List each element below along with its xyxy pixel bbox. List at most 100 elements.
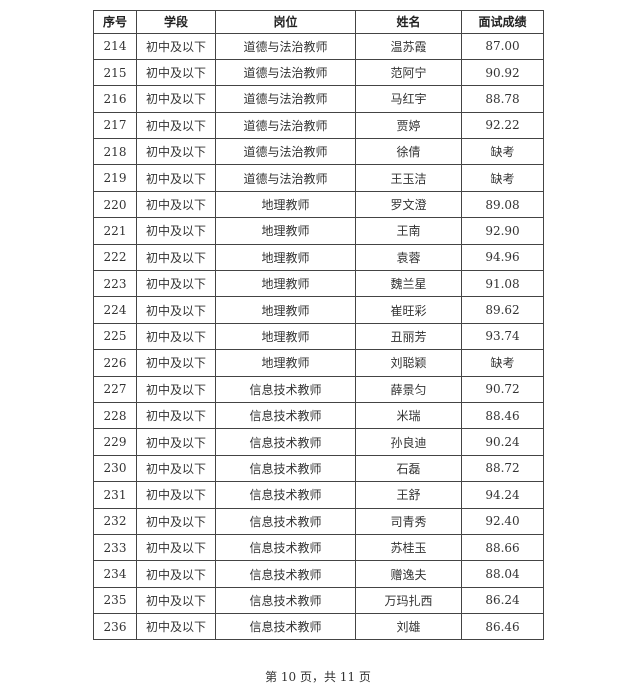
cell-col-name: 徐倩 xyxy=(355,138,462,166)
cell-col-stage: 初中及以下 xyxy=(136,217,216,245)
cell-col-stage: 初中及以下 xyxy=(136,481,216,509)
cell-col-index: 219 xyxy=(93,164,137,192)
cell-col-name: 王南 xyxy=(355,217,462,245)
cell-col-score: 91.08 xyxy=(461,270,544,298)
cell-col-name: 薛景匀 xyxy=(355,375,462,403)
cell-col-name: 贾婷 xyxy=(355,111,462,140)
cell-col-name: 米瑞 xyxy=(355,401,462,430)
cell-col-position: 地理教师 xyxy=(215,349,356,377)
cell-col-score: 88.78 xyxy=(461,85,544,113)
cell-col-stage: 初中及以下 xyxy=(136,164,216,192)
cell-col-index: 230 xyxy=(93,454,137,483)
table-row: 214 初中及以下 道德与法治教师 温苏霞 87.00 xyxy=(93,32,544,60)
cell-col-stage: 初中及以下 xyxy=(136,296,216,324)
cell-col-index: 217 xyxy=(93,111,137,140)
page-footer: 第 10 页，共 11 页 xyxy=(265,670,371,684)
table-row: 226 初中及以下 地理教师 刘聪颖 缺考 xyxy=(93,349,544,377)
table-row: 233 初中及以下 信息技术教师 苏桂玉 88.66 xyxy=(93,533,544,562)
cell-col-name: 司青秀 xyxy=(355,507,462,535)
cell-col-score: 缺考 xyxy=(461,138,544,166)
cell-col-index: 221 xyxy=(93,217,137,245)
table-row: 221 初中及以下 地理教师 王南 92.90 xyxy=(93,217,544,245)
table-row: 223 初中及以下 地理教师 魏兰星 91.08 xyxy=(93,270,544,298)
cell-col-index: 215 xyxy=(93,58,137,87)
table-row: 225 初中及以下 地理教师 丑丽芳 93.74 xyxy=(93,322,544,351)
table-row: 218 初中及以下 道德与法治教师 徐倩 缺考 xyxy=(93,138,544,166)
cell-col-score: 90.92 xyxy=(461,58,544,87)
cell-col-stage: 初中及以下 xyxy=(136,138,216,166)
cell-col-position: 信息技术教师 xyxy=(215,507,356,535)
cell-col-name: 万玛扎西 xyxy=(355,586,462,615)
cell-col-score: 94.24 xyxy=(461,481,544,509)
cell-col-position: 地理教师 xyxy=(215,322,356,351)
table-row: 220 初中及以下 地理教师 罗文澄 89.08 xyxy=(93,190,544,219)
cell-col-score: 缺考 xyxy=(461,164,544,192)
cell-col-score: 92.40 xyxy=(461,507,544,535)
cell-col-index: 214 xyxy=(93,32,137,60)
cell-col-index: 224 xyxy=(93,296,137,324)
cell-col-index: 236 xyxy=(93,613,137,641)
cell-col-name: 石磊 xyxy=(355,454,462,483)
cell-col-stage: 初中及以下 xyxy=(136,375,216,403)
cell-col-stage: 初中及以下 xyxy=(136,401,216,430)
table-row: 234 初中及以下 信息技术教师 赠逸夫 88.04 xyxy=(93,560,544,588)
cell-col-position: 地理教师 xyxy=(215,296,356,324)
cell-col-stage: 初中及以下 xyxy=(136,270,216,298)
cell-col-name: 刘聪颖 xyxy=(355,349,462,377)
cell-col-position: 道德与法治教师 xyxy=(215,164,356,192)
cell-col-stage: 初中及以下 xyxy=(136,85,216,113)
cell-col-name: 王玉洁 xyxy=(355,164,462,192)
table-row: 227 初中及以下 信息技术教师 薛景匀 90.72 xyxy=(93,375,544,403)
table-row: 235 初中及以下 信息技术教师 万玛扎西 86.24 xyxy=(93,586,544,615)
cell-col-stage: 初中及以下 xyxy=(136,111,216,140)
cell-col-stage: 初中及以下 xyxy=(136,454,216,483)
cell-col-stage: 初中及以下 xyxy=(136,58,216,87)
cell-col-stage: 初中及以下 xyxy=(136,190,216,219)
table-row: 228 初中及以下 信息技术教师 米瑞 88.46 xyxy=(93,401,544,430)
cell-col-score: 88.46 xyxy=(461,401,544,430)
cell-col-index: 233 xyxy=(93,533,137,562)
table-row: 231 初中及以下 信息技术教师 王舒 94.24 xyxy=(93,481,544,509)
cell-col-score: 94.96 xyxy=(461,243,544,272)
cell-col-position: 信息技术教师 xyxy=(215,401,356,430)
cell-col-score: 90.72 xyxy=(461,375,544,403)
cell-col-stage: 初中及以下 xyxy=(136,32,216,60)
results-table: 序号 学段 岗位 姓名 面试成绩 214 初中及以下 道德与法治教师 温苏霞 87.00 215 初… xyxy=(93,10,544,641)
cell-col-index: 216 xyxy=(93,85,137,113)
cell-col-index: 225 xyxy=(93,322,137,351)
cell-col-score: 89.62 xyxy=(461,296,544,324)
cell-col-name: 马红宇 xyxy=(355,85,462,113)
cell-col-index: 228 xyxy=(93,401,137,430)
table-row: 229 初中及以下 信息技术教师 孙良迪 90.24 xyxy=(93,428,544,456)
header-col-index: 序号 xyxy=(93,10,137,34)
cell-col-score: 87.00 xyxy=(461,32,544,60)
cell-col-index: 226 xyxy=(93,349,137,377)
cell-col-name: 范阿宁 xyxy=(355,58,462,87)
table-row: 230 初中及以下 信息技术教师 石磊 88.72 xyxy=(93,454,544,483)
cell-col-position: 信息技术教师 xyxy=(215,586,356,615)
cell-col-stage: 初中及以下 xyxy=(136,613,216,641)
cell-col-score: 89.08 xyxy=(461,190,544,219)
cell-col-stage: 初中及以下 xyxy=(136,507,216,535)
cell-col-index: 227 xyxy=(93,375,137,403)
cell-col-position: 道德与法治教师 xyxy=(215,138,356,166)
cell-col-position: 道德与法治教师 xyxy=(215,58,356,87)
cell-col-index: 222 xyxy=(93,243,137,272)
cell-col-stage: 初中及以下 xyxy=(136,533,216,562)
cell-col-position: 道德与法治教师 xyxy=(215,32,356,60)
cell-col-score: 88.72 xyxy=(461,454,544,483)
cell-col-index: 231 xyxy=(93,481,137,509)
cell-col-score: 86.46 xyxy=(461,613,544,641)
table-row: 219 初中及以下 道德与法治教师 王玉洁 缺考 xyxy=(93,164,544,192)
cell-col-position: 信息技术教师 xyxy=(215,454,356,483)
table-row: 224 初中及以下 地理教师 崔旺彩 89.62 xyxy=(93,296,544,324)
cell-col-index: 235 xyxy=(93,586,137,615)
cell-col-position: 信息技术教师 xyxy=(215,560,356,588)
cell-col-stage: 初中及以下 xyxy=(136,586,216,615)
cell-col-index: 220 xyxy=(93,190,137,219)
cell-col-name: 王舒 xyxy=(355,481,462,509)
cell-col-position: 道德与法治教师 xyxy=(215,85,356,113)
cell-col-score: 90.24 xyxy=(461,428,544,456)
cell-col-position: 信息技术教师 xyxy=(215,613,356,641)
table-row: 216 初中及以下 道德与法治教师 马红宇 88.78 xyxy=(93,85,544,113)
